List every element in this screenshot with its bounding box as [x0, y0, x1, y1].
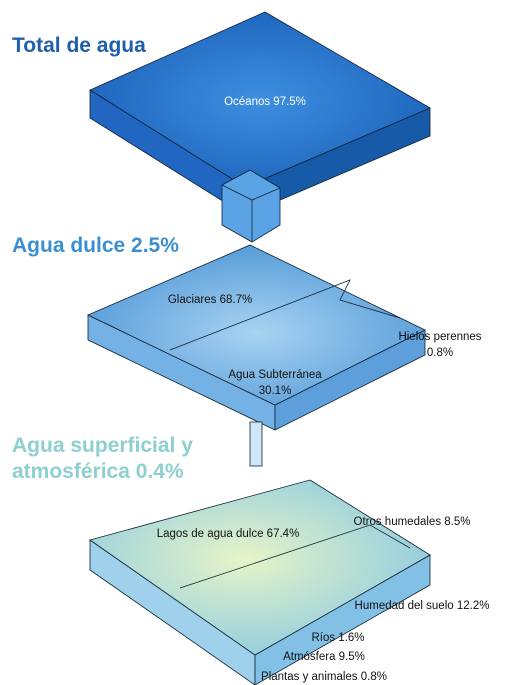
label: Lagos de agua dulce 67.4% — [157, 528, 300, 540]
label: Océanos 97.5% — [224, 96, 306, 108]
label: 0.8% — [427, 347, 453, 359]
section-title: atmosférica 0.4% — [12, 460, 184, 483]
section-title: Agua superficial y — [12, 434, 193, 457]
label: Agua Subterránea — [228, 369, 322, 381]
section-title: Total de agua — [12, 34, 146, 57]
section-title: Agua dulce 2.5% — [12, 234, 179, 257]
surface-slab — [89, 479, 431, 685]
label: Glaciares 68.7% — [168, 294, 252, 306]
label: Atmósfera 9.5% — [283, 651, 365, 663]
ocean-slab — [89, 11, 431, 243]
label: Ríos 1.6% — [311, 632, 364, 644]
label: Humedad del suelo 12.2% — [355, 600, 490, 612]
label: Otros humedales 8.5% — [354, 516, 471, 528]
label: Plantas y animales 0.8% — [261, 671, 387, 683]
freshwater-slab — [87, 244, 426, 467]
label: Hielos perennes — [398, 331, 481, 343]
label: 30.1% — [259, 385, 292, 397]
